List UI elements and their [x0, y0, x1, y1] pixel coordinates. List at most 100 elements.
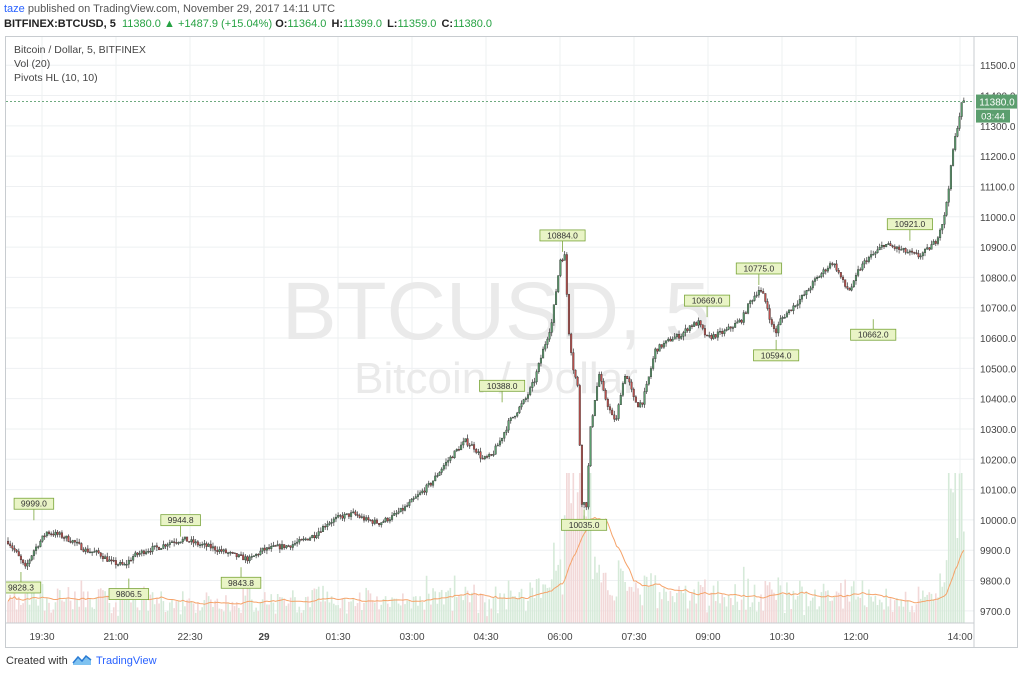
- volume-bar: [861, 580, 864, 623]
- pivot-label-text: 10388.0: [487, 381, 518, 391]
- volume-bar: [166, 610, 169, 623]
- volume-bar: [764, 581, 767, 623]
- volume-bar: [762, 610, 764, 623]
- volume-bar: [947, 473, 950, 623]
- volume-bar: [693, 589, 695, 623]
- volume-bar: [525, 611, 527, 623]
- pivot-labels: 9999.0 9828.3 9806.5 9944.8 9843.8 10388.0 108…: [6, 218, 933, 600]
- last-price-marker: 11380.0 03:44: [6, 94, 1017, 123]
- candle-up: [160, 548, 163, 550]
- chart-pane[interactable]: BTCUSD, 5 Bitcoin / Dollar 9999.0 9828.3 9…: [5, 36, 1018, 648]
- candle-down: [367, 517, 370, 521]
- candle-down: [110, 559, 113, 562]
- candle-up: [943, 214, 946, 225]
- candle-down: [565, 254, 568, 295]
- pivot-label-text: 10884.0: [547, 230, 578, 240]
- volume-bar: [749, 606, 752, 623]
- candle-up: [792, 305, 795, 311]
- pivot-label-text: 9843.8: [228, 578, 254, 588]
- volume-bar: [855, 599, 857, 623]
- candle-up: [716, 331, 719, 338]
- candle-down: [142, 550, 145, 555]
- candle-up: [104, 556, 107, 559]
- volume-bar: [831, 600, 834, 623]
- volume-bar: [404, 604, 406, 623]
- volume-bar: [865, 607, 868, 623]
- tradingview-link[interactable]: TradingView: [96, 655, 157, 667]
- candle-down: [86, 548, 89, 553]
- volume-bar: [557, 564, 560, 623]
- volume-bar: [594, 556, 596, 623]
- volume-bar: [896, 598, 898, 623]
- candle-down: [567, 294, 571, 335]
- volume-bar: [28, 604, 31, 623]
- y-tick-label: 9700.0: [980, 607, 1011, 618]
- candle-up: [328, 522, 331, 525]
- candle-up: [811, 281, 814, 289]
- candle-down: [9, 543, 12, 546]
- candle-down: [164, 544, 167, 547]
- candle-down: [760, 290, 763, 292]
- volume-bar: [917, 586, 920, 623]
- candle-down: [112, 560, 115, 562]
- candle-up: [511, 416, 514, 419]
- candle-up: [816, 277, 819, 279]
- volume-bar: [311, 590, 314, 623]
- candle-down: [898, 246, 901, 250]
- candle-up: [522, 399, 525, 404]
- candle-down: [231, 552, 234, 554]
- volume-bar: [956, 538, 959, 623]
- volume-bar: [710, 592, 713, 623]
- volume-bar: [313, 588, 316, 623]
- volume-bar: [950, 488, 952, 623]
- candle-up: [138, 552, 141, 555]
- candle-up: [952, 149, 955, 166]
- author-link[interactable]: taze: [4, 3, 25, 15]
- candle-up: [742, 312, 745, 323]
- legend-vol[interactable]: Vol (20): [14, 58, 51, 70]
- volume-bar: [108, 603, 111, 623]
- candles: [6, 97, 965, 570]
- volume-bar: [443, 604, 445, 623]
- legend-pivots[interactable]: Pivots HL (10, 10): [14, 72, 98, 84]
- volume-bar: [199, 610, 201, 623]
- candle-down: [73, 540, 76, 543]
- x-tick-label: 07:30: [621, 632, 646, 643]
- volume-bar: [432, 588, 434, 623]
- volume-bar: [684, 585, 687, 623]
- volume-bar: [835, 591, 838, 623]
- tradingview-logo-icon[interactable]: [72, 654, 92, 666]
- volume-bar: [566, 473, 568, 623]
- volume-bar: [272, 602, 275, 623]
- volume-bar: [656, 608, 659, 623]
- y-tick-label: 10200.0: [980, 455, 1017, 466]
- volume-bar: [263, 592, 266, 623]
- volume-bar: [781, 594, 784, 623]
- candle-up: [449, 456, 452, 461]
- up-arrow-icon: ▲: [163, 18, 175, 30]
- candle-down: [63, 537, 66, 539]
- volume-bar: [177, 601, 180, 623]
- candle-up: [900, 249, 903, 251]
- candle-up: [930, 244, 933, 250]
- candle-up: [652, 358, 655, 369]
- candle-down: [632, 388, 635, 398]
- volume-bar: [928, 592, 931, 623]
- candle-down: [835, 263, 838, 271]
- volume-bar: [745, 609, 747, 623]
- candle-down: [205, 543, 208, 547]
- watermark-description: Bitcoin / Dollar: [354, 354, 638, 403]
- price-chart[interactable]: BTCUSD, 5 Bitcoin / Dollar 9999.09828.39…: [6, 37, 1017, 647]
- volume-bar: [904, 591, 907, 623]
- volume-bar: [574, 529, 577, 623]
- volume-bar: [697, 581, 700, 623]
- candle-up: [464, 438, 467, 442]
- candle-up: [194, 541, 197, 544]
- volume-bar: [97, 589, 100, 623]
- volume-bar: [91, 607, 93, 623]
- watermark: BTCUSD, 5 Bitcoin / Dollar: [282, 266, 710, 403]
- volume-bar: [529, 582, 531, 623]
- volume-bar: [315, 589, 318, 623]
- x-tick-label: 06:00: [547, 632, 572, 643]
- candle-up: [427, 482, 430, 486]
